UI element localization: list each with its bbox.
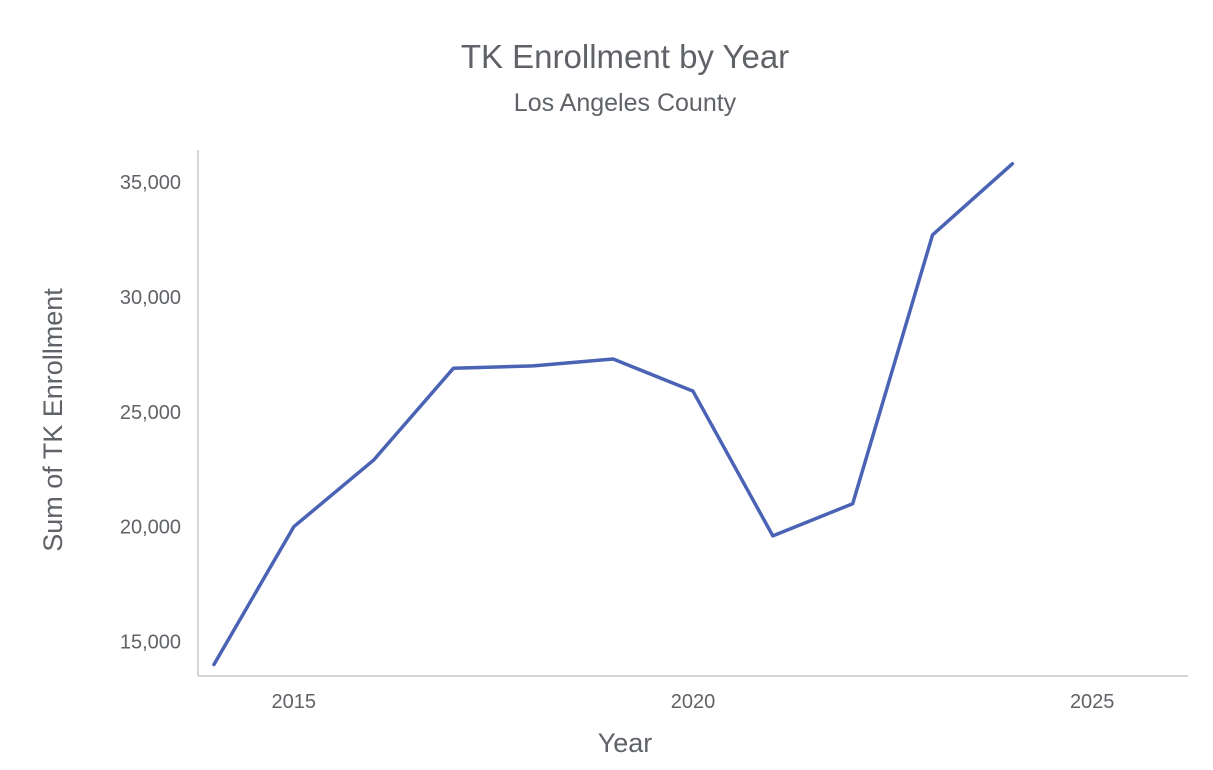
y-tick-label: 15,000 [120,632,181,654]
y-tick-label: 20,000 [120,517,181,539]
x-tick-label: 2020 [671,691,716,713]
y-tick-label: 25,000 [120,402,181,424]
series-line [212,162,1015,667]
y-tick-label: 35,000 [120,172,181,194]
chart-subtitle: Los Angeles County [514,89,737,117]
y-axis-title: Sum of TK Enrollment [38,288,68,552]
chart-title: TK Enrollment by Year [461,38,789,75]
x-tick-label: 2015 [272,691,317,713]
plot-area: 15,000 20,000 25,000 30,000 35,000 2015 2020 20… [120,150,1188,713]
x-tick-label: 2025 [1070,691,1115,713]
x-axis-title: Year [598,728,653,758]
y-tick-label: 30,000 [120,287,181,309]
